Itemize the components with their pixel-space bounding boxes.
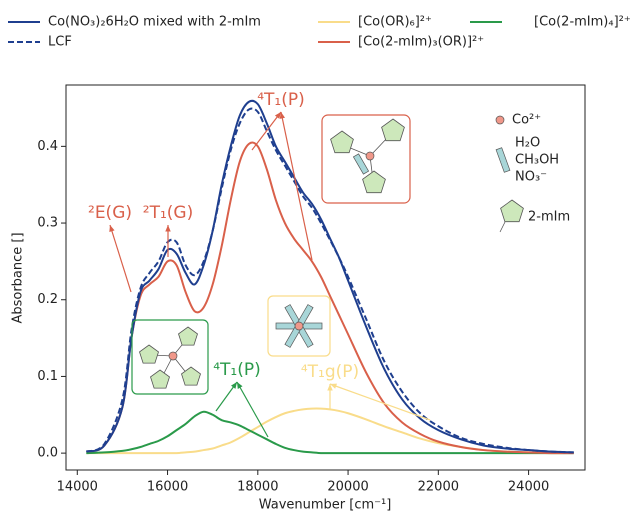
series-line bbox=[86, 407, 574, 455]
inset-legend-label: CH₃OH bbox=[515, 153, 559, 168]
annotation-label: ⁴T₁(P) bbox=[257, 90, 305, 110]
arrow-head bbox=[330, 383, 337, 389]
y-tick-label: 0.0 bbox=[37, 446, 58, 461]
cobalt-icon bbox=[168, 351, 178, 361]
legend-label: Co(NO₃)₂6H₂O mixed with 2-mIm bbox=[48, 15, 261, 30]
inset-legend-label: Co²⁺ bbox=[512, 113, 541, 128]
y-tick-label: 0.2 bbox=[37, 292, 58, 307]
pentagon-icon bbox=[139, 344, 159, 364]
rod-icon bbox=[495, 147, 511, 173]
y-tick-label: 0.4 bbox=[37, 139, 58, 154]
annotation-arrow bbox=[109, 224, 132, 293]
arrow-head bbox=[237, 382, 243, 389]
y-axis-label: Absorbance [] bbox=[11, 232, 26, 323]
inset-legend-label: H₂O bbox=[515, 136, 540, 151]
cobalt-icon bbox=[365, 151, 375, 161]
y-tick-label: 0.3 bbox=[37, 216, 58, 231]
x-tick-label: 18000 bbox=[237, 480, 278, 495]
molecule-box bbox=[267, 295, 331, 357]
bond-icon bbox=[499, 221, 506, 233]
pentagon-icon bbox=[500, 199, 524, 223]
legend-label: [Co(2-mIm)₄]²⁺ bbox=[534, 15, 631, 30]
cobalt-icon bbox=[294, 321, 304, 331]
arrow-head bbox=[231, 382, 237, 389]
arrow-head bbox=[165, 225, 171, 232]
annotation-arrow bbox=[280, 111, 313, 261]
x-tick-label: 16000 bbox=[147, 480, 188, 495]
x-tick-label: 20000 bbox=[327, 480, 368, 495]
rod-icon bbox=[352, 153, 370, 175]
inset-legend-label: 2-mIm bbox=[528, 210, 570, 225]
plot-frame bbox=[65, 84, 586, 471]
legend-label: [Co(OR)₆]²⁺ bbox=[358, 15, 432, 30]
inset-legend-label: NO₃⁻ bbox=[515, 170, 547, 185]
series-line bbox=[85, 141, 574, 455]
series-line bbox=[86, 410, 574, 455]
annotation-label: ⁴T₁g(P) bbox=[301, 362, 359, 382]
x-tick-label: 22000 bbox=[418, 480, 459, 495]
annotation-label: ²T₁(G) bbox=[143, 203, 193, 223]
arrow-head bbox=[274, 112, 281, 119]
cobalt-icon bbox=[495, 115, 505, 125]
x-tick-label: 24000 bbox=[508, 480, 549, 495]
arrow-head bbox=[279, 112, 285, 119]
legend-label: LCF bbox=[48, 35, 72, 50]
x-axis-label: Wavenumber [cm⁻¹] bbox=[259, 498, 392, 513]
annotation-label: ⁴T₁(P) bbox=[213, 360, 261, 380]
pentagon-icon bbox=[362, 170, 386, 194]
molecule-box bbox=[321, 114, 411, 204]
pentagon-icon bbox=[178, 326, 198, 346]
annotation-arrow bbox=[329, 383, 431, 421]
molecule-box bbox=[131, 319, 209, 395]
annotation-arrow bbox=[236, 381, 269, 438]
y-tick-label: 0.1 bbox=[37, 369, 58, 384]
pentagon-icon bbox=[330, 130, 354, 154]
arrow-head bbox=[327, 384, 333, 391]
annotation-label: ²E(G) bbox=[88, 203, 132, 223]
pentagon-icon bbox=[150, 369, 170, 389]
series-line bbox=[85, 99, 574, 454]
x-tick-label: 14000 bbox=[57, 480, 98, 495]
legend-label: [Co(2-mIm)₃(OR)]²⁺ bbox=[358, 35, 484, 50]
arrow-head bbox=[109, 225, 115, 232]
pentagon-icon bbox=[381, 118, 405, 142]
series-line bbox=[85, 107, 574, 454]
pentagon-icon bbox=[181, 366, 201, 386]
annotation-arrow bbox=[251, 111, 282, 151]
